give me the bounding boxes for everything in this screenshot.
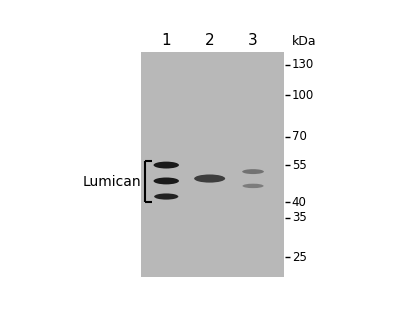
Ellipse shape [154,194,178,200]
Text: 3: 3 [248,33,258,48]
Text: 70: 70 [292,131,307,143]
Text: 40: 40 [292,196,307,209]
Text: 1: 1 [162,33,171,48]
Text: 25: 25 [292,251,307,264]
Text: 130: 130 [292,58,314,71]
Ellipse shape [154,178,179,184]
Text: kDa: kDa [292,35,316,48]
Ellipse shape [194,174,225,183]
Ellipse shape [242,169,264,174]
FancyBboxPatch shape [142,52,284,277]
Text: 2: 2 [205,33,214,48]
Text: 55: 55 [292,159,306,172]
Text: Lumican: Lumican [82,174,141,188]
Ellipse shape [242,184,264,188]
Text: 35: 35 [292,211,306,224]
Ellipse shape [154,162,179,169]
Text: 100: 100 [292,89,314,102]
